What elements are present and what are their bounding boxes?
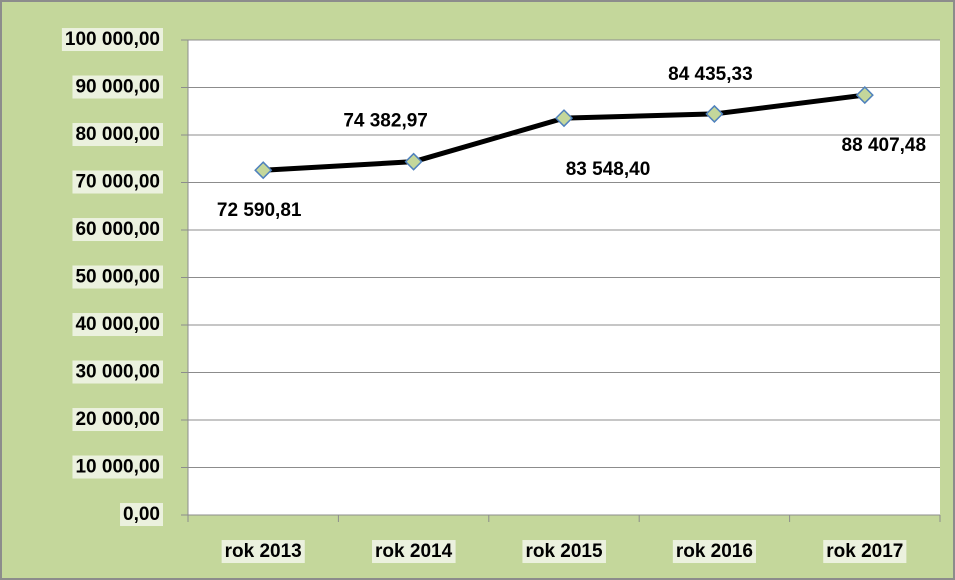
data-label: 84 435,33 — [668, 64, 753, 85]
label-background — [823, 540, 907, 564]
x-tick-label: rok 2016 — [676, 541, 753, 562]
y-tick-label: 80 000,00 — [75, 124, 160, 145]
y-tick-label: 100 000,00 — [65, 29, 160, 50]
label-background — [72, 265, 163, 289]
x-tick-label: rok 2014 — [375, 541, 453, 562]
x-tick-label: rok 2013 — [225, 541, 302, 562]
data-label: 83 548,40 — [566, 159, 651, 180]
label-background — [72, 75, 163, 99]
data-label: 72 590,81 — [217, 200, 302, 221]
data-marker — [705, 104, 724, 123]
label-background — [221, 540, 305, 564]
label-background — [72, 313, 163, 337]
data-label: 74 382,97 — [343, 111, 428, 132]
data-marker — [404, 152, 423, 171]
label-background — [372, 540, 456, 564]
y-tick-label: 60 000,00 — [75, 219, 160, 240]
label-background — [72, 218, 163, 242]
label-background — [72, 123, 163, 147]
y-tick-label: 90 000,00 — [75, 77, 160, 98]
data-marker — [855, 86, 874, 105]
x-tick-label: rok 2015 — [525, 541, 603, 562]
y-tick-label: 0,00 — [123, 504, 160, 525]
label-background — [72, 455, 163, 479]
label-background — [120, 503, 163, 527]
x-tick-label: rok 2017 — [826, 541, 903, 562]
y-tick-label: 50 000,00 — [75, 267, 160, 288]
label-background — [72, 170, 163, 194]
data-marker — [254, 161, 273, 180]
label-background — [72, 408, 163, 432]
data-label: 88 407,48 — [842, 135, 927, 156]
label-background — [522, 540, 606, 564]
y-tick-label: 20 000,00 — [75, 409, 160, 430]
y-tick-label: 30 000,00 — [75, 362, 160, 383]
y-tick-label: 70 000,00 — [75, 172, 160, 193]
y-tick-label: 40 000,00 — [75, 314, 160, 335]
label-background — [672, 540, 756, 564]
label-background — [72, 360, 163, 384]
y-tick-label: 10 000,00 — [75, 457, 160, 478]
data-marker — [554, 109, 574, 128]
label-background — [61, 28, 163, 52]
